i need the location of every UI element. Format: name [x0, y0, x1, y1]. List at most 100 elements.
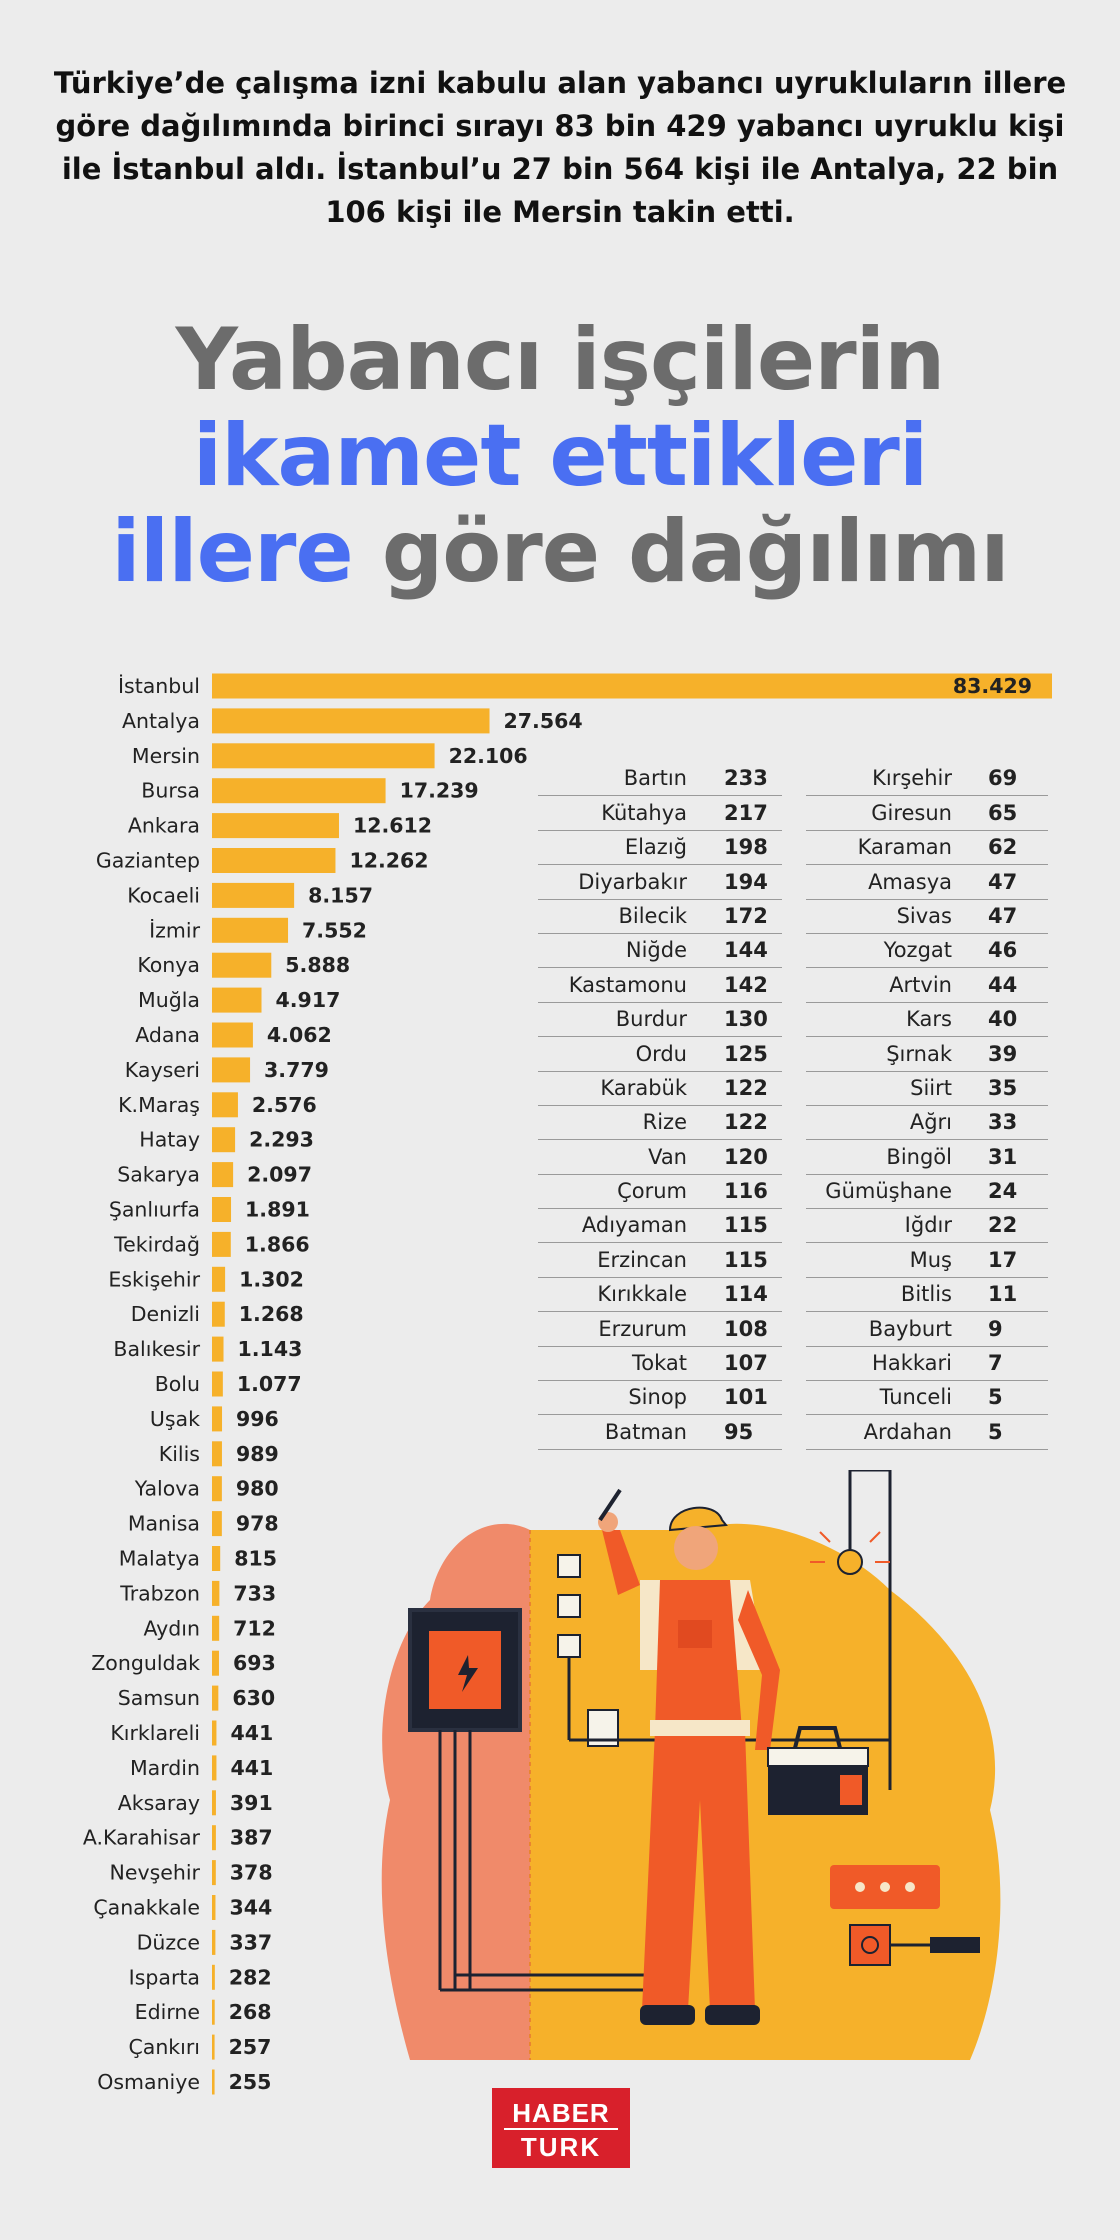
toolbox: [767, 1726, 869, 1815]
table2-province-name: Kars: [906, 1007, 952, 1032]
table1-province-name: Elazığ: [624, 835, 687, 860]
table2-row: Yozgat 46: [806, 934, 1048, 969]
table1-province-value: 233: [724, 766, 768, 791]
table2-row: Muş 17: [806, 1243, 1048, 1278]
table1-row: Ordu 125: [538, 1037, 782, 1072]
table2-province-value: 22: [988, 1213, 1018, 1238]
table2-province-value: 33: [988, 1110, 1018, 1135]
bar-5: [212, 848, 336, 873]
category-label-18: Denizli: [131, 1302, 200, 1326]
table2-row: Bitlis 11: [806, 1278, 1048, 1313]
value-label-3: 17.239: [400, 779, 479, 803]
table1-province-name: Batman: [604, 1419, 687, 1444]
value-label-23: 980: [236, 1477, 279, 1501]
table1-row: Burdur 130: [538, 1003, 782, 1038]
table1-row: Bilecik 172: [538, 900, 782, 934]
category-label-26: Trabzon: [119, 1581, 200, 1605]
table2-province-name: Sivas: [896, 903, 952, 928]
table2-province-name: Artvin: [889, 972, 952, 997]
table1-province-value: 194: [724, 869, 768, 894]
category-label-23: Yalova: [134, 1477, 200, 1501]
table1-province-name: Erzincan: [597, 1247, 687, 1272]
category-label-3: Bursa: [141, 779, 200, 803]
table1-province-name: Ordu: [635, 1041, 687, 1066]
value-label-15: 1.891: [245, 1198, 310, 1222]
value-label-35: 344: [229, 1896, 272, 1920]
category-label-36: Düzce: [137, 1930, 200, 1954]
bar-16: [212, 1231, 231, 1257]
table2-province-value: 35: [988, 1075, 1018, 1100]
table2-province-value: 46: [988, 938, 1018, 963]
worker: [598, 1488, 780, 2025]
value-label-8: 5.888: [285, 953, 350, 977]
category-label-2: Mersin: [132, 744, 200, 768]
category-label-33: A.Karahisar: [83, 1826, 201, 1850]
headline-line2: ikamet ettikleri: [192, 406, 929, 506]
bar-8: [212, 952, 272, 978]
bar-36: [212, 1929, 216, 1955]
province-table-2: Kırşehir 69 Giresun 65 Karaman 62 Amasya 47 Siva…: [806, 762, 1048, 1450]
table1-province-value: 115: [724, 1247, 768, 1272]
bar-30: [212, 1720, 217, 1746]
table2-province-value: 17: [988, 1247, 1018, 1272]
category-label-22: Kilis: [159, 1442, 200, 1466]
category-label-34: Nevşehir: [110, 1861, 201, 1885]
headline-line3-blue: illere: [111, 502, 354, 602]
category-label-30: Kırklareli: [110, 1721, 200, 1745]
value-label-13: 2.293: [249, 1128, 314, 1152]
category-label-6: Kocaeli: [127, 883, 200, 907]
category-label-24: Manisa: [128, 1512, 200, 1536]
bar-21: [212, 1406, 223, 1432]
table1-row: Kastamonu 142: [538, 968, 782, 1003]
bar-33: [212, 1825, 216, 1851]
table1-row: Çorum 116: [538, 1175, 782, 1210]
table2-province-value: 31: [988, 1144, 1018, 1169]
table1-row: Bartın 233: [538, 762, 782, 797]
table1-province-value: 130: [724, 1007, 768, 1032]
table1-row: Batman 95: [538, 1415, 782, 1450]
table2-province-value: 40: [988, 1007, 1018, 1032]
bar-7: [212, 917, 289, 943]
table2-province-value: 9: [988, 1316, 1003, 1341]
bar-32: [212, 1790, 216, 1816]
category-label-8: Konya: [137, 953, 200, 977]
table2-row: Hakkari 7: [806, 1347, 1048, 1382]
table2-province-name: Bayburt: [868, 1316, 952, 1341]
table2-row: Karaman 62: [806, 831, 1048, 866]
value-label-38: 268: [229, 2000, 272, 2024]
table1-row: Diyarbakır 194: [538, 865, 782, 900]
bar-23: [212, 1476, 222, 1502]
bar-26: [212, 1580, 220, 1606]
bar-3: [212, 778, 386, 804]
value-label-10: 4.062: [267, 1023, 332, 1047]
table2-province-name: Tunceli: [879, 1385, 952, 1410]
lamp: [810, 1470, 892, 1790]
table2-row: Kırşehir 69: [806, 762, 1048, 797]
category-label-37: Isparta: [129, 1965, 200, 1989]
category-label-10: Adana: [135, 1023, 200, 1047]
table1-row: Erzurum 108: [538, 1312, 782, 1347]
table1-province-name: Kütahya: [601, 800, 687, 825]
category-label-0: İstanbul: [118, 673, 200, 698]
category-label-4: Ankara: [128, 814, 200, 838]
table1-row: Erzincan 115: [538, 1243, 782, 1278]
category-label-29: Samsun: [118, 1686, 200, 1710]
table2-row: Bayburt 9: [806, 1312, 1048, 1347]
table2-row: Ağrı 33: [806, 1106, 1048, 1141]
value-label-9: 4.917: [276, 988, 341, 1012]
bar-12: [212, 1092, 238, 1118]
table1-row: Karabük 122: [538, 1072, 782, 1106]
category-label-40: Osmaniye: [97, 2070, 200, 2094]
value-label-4: 12.612: [353, 814, 432, 838]
bar-10: [212, 1022, 253, 1048]
table1-row: Kütahya 217: [538, 796, 782, 831]
bar-17: [212, 1266, 226, 1292]
value-label-2: 22.106: [449, 744, 528, 768]
value-label-19: 1.143: [238, 1337, 303, 1361]
table1-row: Van 120: [538, 1140, 782, 1175]
bar-38: [212, 1999, 215, 2025]
table1-row: Tokat 107: [538, 1347, 782, 1382]
bar-6: [212, 882, 295, 908]
table1-province-name: Van: [648, 1144, 687, 1169]
bar-0: [212, 673, 1052, 699]
